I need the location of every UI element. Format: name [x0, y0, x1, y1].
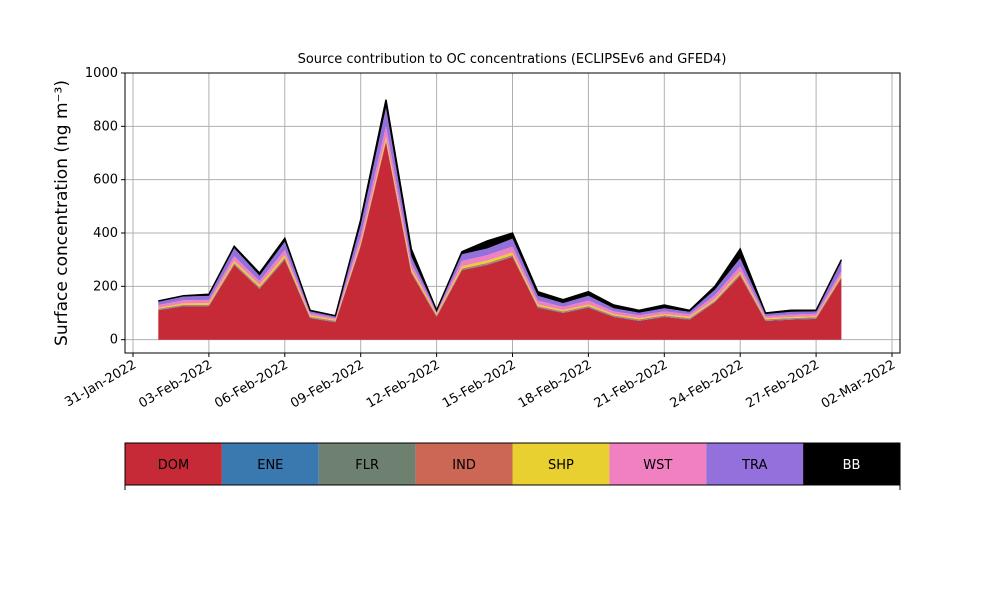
x-tick-label: 24-Feb-2022 [668, 357, 747, 411]
area [158, 142, 842, 340]
x-tick-label: 18-Feb-2022 [516, 357, 595, 411]
legend-swatch [609, 443, 707, 485]
legend-swatch [125, 443, 222, 485]
x-tick-label: 12-Feb-2022 [364, 357, 443, 411]
y-tick-label: 1000 [85, 66, 118, 81]
plot-frame [124, 72, 901, 354]
x-tick-label: 06-Feb-2022 [212, 357, 291, 411]
x-tick-label: 31-Jan-2022 [62, 357, 139, 410]
chart-title: Source contribution to OC concentrations… [298, 52, 727, 67]
y-tick-label: 400 [93, 226, 118, 241]
legend-swatch [221, 443, 319, 485]
y-tick-label: 600 [93, 173, 118, 188]
x-tick-label: 03-Feb-2022 [136, 357, 215, 411]
legend-label: FLR [355, 458, 379, 473]
legend-swatch [318, 443, 416, 485]
x-tick-label: 02-Mar-2022 [819, 357, 898, 411]
legend-label: TRA [741, 458, 767, 473]
x-tick-label: 15-Feb-2022 [440, 357, 519, 411]
legend-swatch [512, 443, 610, 485]
legend-label: IND [452, 458, 476, 473]
legend-swatch [415, 443, 513, 485]
x-tick-label: 27-Feb-2022 [744, 357, 823, 411]
legend-label: ENE [257, 458, 283, 473]
legend-swatch [706, 443, 804, 485]
legend-frame [124, 442, 901, 486]
x-tick-label: 21-Feb-2022 [592, 357, 671, 411]
y-tick-label: 200 [93, 279, 118, 294]
legend-label: BB [843, 458, 861, 473]
legend-label: WST [643, 458, 672, 473]
y-tick-label: 800 [93, 119, 118, 134]
legend-label: SHP [548, 458, 574, 473]
legend-swatch [803, 443, 900, 485]
legend-label: DOM [158, 458, 189, 473]
y-axis-label: Surface concentration (ng m⁻³) [52, 80, 72, 346]
x-tick-label: 09-Feb-2022 [288, 357, 367, 411]
total-outline [158, 99, 843, 317]
y-tick-label: 0 [110, 333, 118, 348]
